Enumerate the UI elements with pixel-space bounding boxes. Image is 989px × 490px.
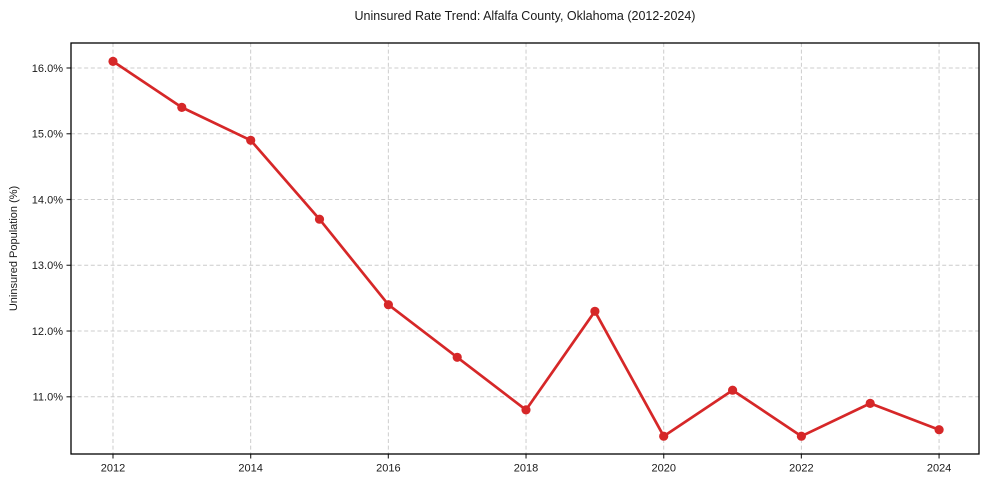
- data-point-marker: [452, 352, 462, 362]
- data-point-marker: [108, 56, 118, 66]
- gridlines: [71, 43, 979, 454]
- uninsured-rate-line-series: [108, 56, 944, 441]
- data-point-marker: [521, 405, 531, 415]
- x-tick-label: 2016: [376, 463, 400, 475]
- y-axis-label: Uninsured Population (%): [8, 186, 20, 311]
- data-point-marker: [659, 431, 669, 441]
- data-point-marker: [796, 431, 807, 441]
- plot-border: [70, 42, 980, 455]
- x-tick-label: 2012: [101, 463, 125, 475]
- data-point-marker: [246, 135, 256, 145]
- chart-title: Uninsured Rate Trend: Alfalfa County, Ok…: [355, 9, 696, 23]
- y-tick-label: 11.0%: [33, 392, 64, 404]
- y-tick-label: 14.0%: [32, 194, 63, 206]
- data-point-marker: [383, 300, 393, 310]
- x-tick-label: 2014: [238, 463, 262, 475]
- x-tick-label: 2018: [514, 463, 538, 475]
- axis-ticks: 11.0% 12.0% 13.0% 14.0% 15.0% 16.0% 2012 2014 20…: [32, 63, 952, 475]
- y-tick-label: 12.0%: [32, 326, 63, 338]
- data-point-marker: [865, 398, 875, 408]
- data-point-marker: [177, 102, 187, 112]
- x-tick-label: 2020: [651, 463, 675, 475]
- data-point-marker: [590, 306, 600, 316]
- data-point-marker: [314, 214, 325, 224]
- y-tick-label: 15.0%: [32, 129, 63, 141]
- y-tick-label: 13.0%: [32, 260, 63, 272]
- y-tick-label: 16.0%: [32, 63, 63, 75]
- data-point-marker: [934, 425, 944, 435]
- x-tick-label: 2024: [927, 463, 951, 475]
- data-point-marker: [728, 385, 738, 395]
- x-tick-label: 2022: [789, 463, 813, 475]
